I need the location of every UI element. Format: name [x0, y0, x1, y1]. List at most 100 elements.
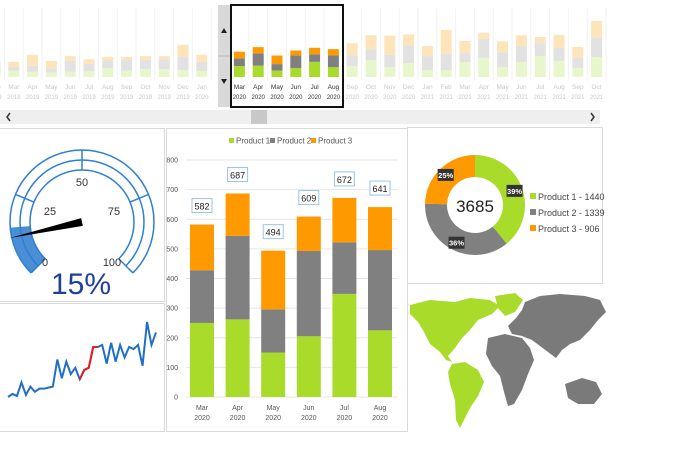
bar-segment-product-2[interactable] — [332, 242, 357, 294]
timeline-bar-segment[interactable] — [572, 67, 584, 77]
timeline-bar-segment[interactable] — [327, 55, 339, 68]
timeline-bar-segment[interactable] — [591, 37, 603, 57]
timeline-bar-segment[interactable] — [309, 54, 321, 62]
timeline-month-label[interactable]: May — [271, 84, 284, 91]
timeline-bar-segment[interactable] — [27, 65, 39, 72]
timeline-month-label[interactable]: Feb — [0, 84, 1, 91]
timeline-bar-segment[interactable] — [196, 61, 208, 71]
bar-segment-product-2[interactable] — [190, 270, 214, 323]
scrollbar-thumb[interactable] — [251, 110, 267, 124]
timeline-bar-segment[interactable] — [365, 60, 377, 77]
timeline-bar-segment[interactable] — [421, 46, 433, 57]
timeline-bar-segment[interactable] — [290, 50, 302, 56]
timeline-year-label[interactable]: 2020 — [327, 95, 341, 101]
timeline-year-label[interactable]: 2020 — [308, 95, 322, 101]
timeline-bar-segment[interactable] — [83, 63, 95, 72]
timeline-bar-segment[interactable] — [346, 55, 358, 67]
timeline-month-label[interactable]: Nov — [158, 84, 170, 91]
timeline-bar-segment[interactable] — [497, 52, 509, 67]
timeline-year-label[interactable]: 2020 — [252, 95, 266, 101]
timeline-bar-segment[interactable] — [440, 30, 452, 54]
timeline-bar-segment[interactable] — [515, 62, 527, 77]
timeline-year-label[interactable]: 2019 — [26, 95, 40, 101]
timeline-year-label[interactable]: 2021 — [496, 95, 510, 101]
timeline-month-label[interactable]: Oct — [366, 84, 376, 91]
timeline-month-label[interactable]: Dec — [403, 84, 415, 91]
timeline-year-label[interactable]: 2021 — [477, 95, 491, 101]
timeline-year-label[interactable]: 2020 — [346, 95, 360, 101]
timeline-year-label[interactable]: 2021 — [590, 95, 604, 101]
timeline-bar-segment[interactable] — [478, 57, 490, 77]
map-greenland[interactable] — [495, 293, 523, 316]
timeline-year-label[interactable]: 2019 — [176, 95, 190, 101]
timeline-bar-segment[interactable] — [121, 57, 133, 60]
timeline-month-label[interactable]: Aug — [553, 84, 565, 91]
timeline-month-label[interactable]: Sep — [572, 84, 584, 91]
timeline-year-label[interactable]: 2020 — [364, 95, 378, 101]
timeline-bar-segment[interactable] — [102, 57, 114, 61]
timeline-bar-segment[interactable] — [440, 70, 452, 77]
timeline-bar-segment[interactable] — [139, 59, 151, 70]
scroll-up-icon[interactable] — [221, 28, 227, 33]
timeline-bar-segment[interactable] — [8, 67, 20, 71]
timeline-month-label[interactable]: Aug — [328, 84, 340, 91]
timeline-month-label[interactable]: Mar — [8, 84, 20, 91]
timeline-month-label[interactable]: Feb — [441, 84, 453, 91]
timeline-year-label[interactable]: 2019 — [120, 95, 134, 101]
timeline-month-label[interactable]: Apr — [253, 84, 264, 91]
bar-segment-product-2[interactable] — [261, 309, 286, 353]
timeline-year-label[interactable]: 2021 — [552, 95, 566, 101]
timeline-bar-segment[interactable] — [8, 61, 20, 67]
bar-segment-product-1[interactable] — [332, 293, 357, 397]
timeline-bar-segment[interactable] — [327, 49, 339, 56]
timeline-bar-segment[interactable] — [290, 68, 302, 77]
timeline-bar-segment[interactable] — [0, 65, 1, 71]
chevron-right-icon[interactable] — [590, 112, 595, 122]
timeline-bar-segment[interactable] — [102, 68, 114, 77]
timeline-bar-segment[interactable] — [497, 67, 509, 77]
timeline-bar-segment[interactable] — [233, 51, 245, 59]
bar-segment-product-1[interactable] — [296, 336, 321, 397]
timeline-bar-segment[interactable] — [384, 35, 396, 55]
donut-slice[interactable] — [475, 155, 525, 244]
timeline-month-label[interactable]: Oct — [140, 84, 150, 91]
timeline-year-label[interactable]: 2020 — [402, 95, 416, 101]
timeline-year-label[interactable]: 2020 — [195, 95, 209, 101]
timeline-bar-segment[interactable] — [534, 43, 546, 57]
timeline-bar-segment[interactable] — [365, 49, 377, 61]
bar-segment-product-3[interactable] — [261, 250, 286, 310]
bar-segment-product-3[interactable] — [225, 193, 250, 236]
timeline-year-label[interactable]: 2021 — [534, 95, 548, 101]
timeline-bar-segment[interactable] — [327, 67, 339, 77]
timeline-month-label[interactable]: Apr — [28, 84, 39, 91]
timeline-year-label[interactable]: 2020 — [383, 95, 397, 101]
timeline-bar-segment[interactable] — [403, 45, 415, 64]
bar-segment-product-1[interactable] — [368, 330, 392, 397]
timeline-year-label[interactable]: 2019 — [82, 95, 96, 101]
timeline-bar-segment[interactable] — [271, 70, 283, 77]
timeline-bar-segment[interactable] — [177, 44, 189, 57]
timeline-bar-segment[interactable] — [8, 70, 20, 77]
timeline-bar-segment[interactable] — [121, 70, 133, 77]
donut-slice[interactable] — [425, 203, 507, 256]
timeline-bar-segment[interactable] — [591, 57, 603, 77]
timeline-year-label[interactable]: 2021 — [458, 95, 472, 101]
timeline-bar-segment[interactable] — [421, 70, 433, 77]
timeline-bar-segment[interactable] — [196, 70, 208, 77]
timeline-year-label[interactable]: 2021 — [515, 95, 529, 101]
timeline-bar-segment[interactable] — [233, 58, 245, 67]
timeline-bar-segment[interactable] — [591, 20, 603, 38]
map-south-america[interactable] — [448, 362, 484, 428]
timeline-month-label[interactable]: Nov — [384, 84, 396, 91]
scroll-down-icon[interactable] — [221, 79, 227, 84]
timeline-bar-segment[interactable] — [64, 60, 76, 72]
timeline-month-label[interactable]: Mar — [459, 84, 471, 91]
timeline-year-label[interactable]: 2019 — [101, 95, 115, 101]
timeline-bar-segment[interactable] — [64, 56, 76, 61]
timeline-month-label[interactable]: Mar — [234, 84, 246, 91]
bar-segment-product-1[interactable] — [225, 319, 250, 397]
timeline-bar-segment[interactable] — [553, 34, 565, 48]
bar-segment-product-1[interactable] — [190, 322, 214, 397]
timeline-month-label[interactable]: Jan — [422, 84, 433, 91]
timeline-bar-segment[interactable] — [553, 60, 565, 77]
